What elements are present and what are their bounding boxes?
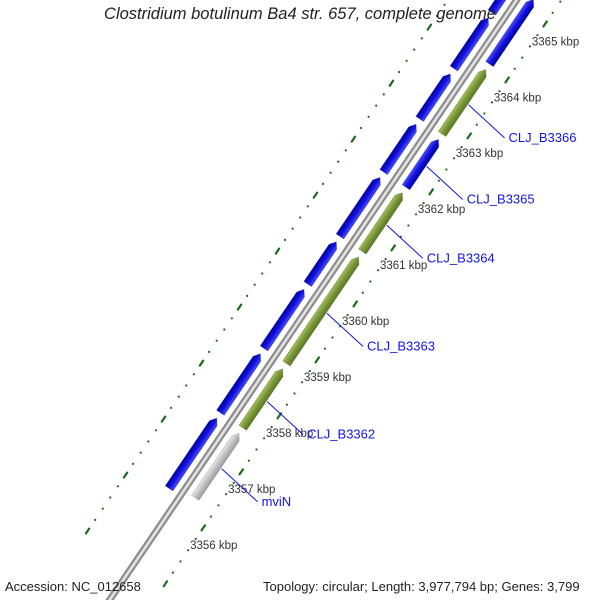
svg-text:CLJ_B3364: CLJ_B3364: [427, 250, 495, 265]
svg-text:3364 kbp: 3364 kbp: [494, 92, 541, 104]
svg-text:CLJ_B3362: CLJ_B3362: [307, 427, 375, 442]
svg-text:3365 kbp: 3365 kbp: [532, 36, 579, 48]
svg-text:3361 kbp: 3361 kbp: [380, 260, 427, 272]
svg-text:3359 kbp: 3359 kbp: [304, 372, 351, 384]
svg-text:3360 kbp: 3360 kbp: [342, 316, 389, 328]
svg-text:CLJ_B3363: CLJ_B3363: [367, 338, 435, 353]
svg-text:CLJ_B3366: CLJ_B3366: [509, 130, 577, 145]
svg-text:3362 kbp: 3362 kbp: [418, 204, 465, 216]
svg-text:3363 kbp: 3363 kbp: [456, 148, 503, 160]
svg-text:3356 kbp: 3356 kbp: [190, 540, 237, 552]
svg-text:CLJ_B3365: CLJ_B3365: [467, 192, 535, 207]
svg-text:mviN: mviN: [262, 494, 292, 509]
